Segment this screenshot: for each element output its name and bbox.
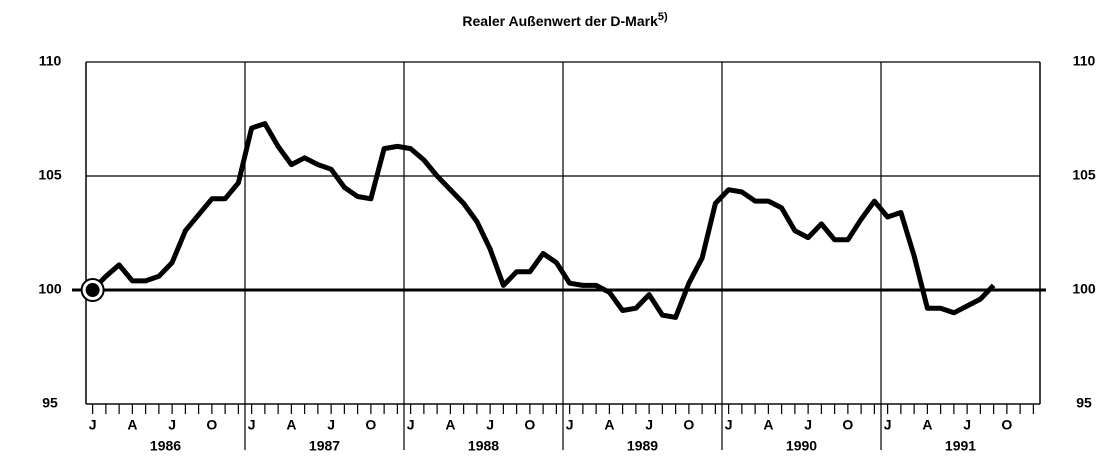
y-tick-label-right: 105 <box>1072 167 1096 183</box>
month-label: A <box>763 417 773 433</box>
month-label: O <box>1001 417 1012 433</box>
y-tick-label: 95 <box>42 395 58 411</box>
chart-title: Realer Außenwert der D-Mark5) <box>462 11 668 29</box>
y-tick-label: 100 <box>38 281 62 297</box>
series-line <box>90 121 996 320</box>
year-label: 1987 <box>309 438 340 454</box>
y-tick-label: 110 <box>39 53 62 69</box>
year-label: 1990 <box>786 438 817 454</box>
month-label: A <box>604 417 614 433</box>
year-label: 1991 <box>945 438 976 454</box>
month-label: O <box>683 417 694 433</box>
start-marker <box>85 283 100 297</box>
month-label: J <box>486 417 494 433</box>
month-label: O <box>365 417 376 433</box>
month-label: J <box>566 417 574 433</box>
month-label: A <box>922 417 932 433</box>
month-label: J <box>963 417 971 433</box>
y-tick-label-right: 95 <box>1076 395 1092 411</box>
y-tick-label-right: 100 <box>1072 281 1096 297</box>
month-label: J <box>89 417 97 433</box>
y-tick-label: 105 <box>38 167 62 183</box>
month-label: A <box>127 417 137 433</box>
title-text: Realer Außenwert der D-Mark <box>462 13 658 29</box>
month-label: J <box>248 417 256 433</box>
year-label: 1989 <box>627 438 658 454</box>
month-label: J <box>804 417 812 433</box>
month-label: O <box>842 417 853 433</box>
year-label: 1986 <box>150 438 181 454</box>
month-label: J <box>168 417 176 433</box>
month-label: J <box>645 417 653 433</box>
month-label: J <box>725 417 733 433</box>
title-note: 5) <box>658 11 668 23</box>
month-label: J <box>327 417 335 433</box>
month-label: J <box>884 417 892 433</box>
y-tick-label-right: 110 <box>1073 53 1096 69</box>
month-label: O <box>206 417 217 433</box>
month-label: A <box>445 417 455 433</box>
year-label: 1988 <box>468 438 499 454</box>
month-label: O <box>524 417 535 433</box>
month-label: J <box>407 417 415 433</box>
month-label: A <box>286 417 296 433</box>
